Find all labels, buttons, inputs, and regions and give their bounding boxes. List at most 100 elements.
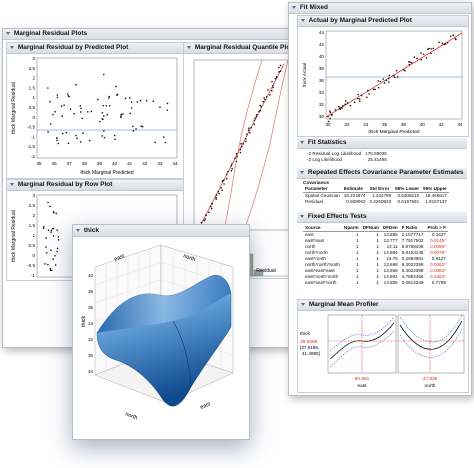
- fit-stat-label: -2 Log Likelihood: [307, 157, 342, 162]
- pred-plot-xtick: 41: [127, 161, 133, 166]
- pred-plot-ylabel: thick Marginal Residual: [11, 82, 17, 134]
- data-point: [79, 111, 82, 113]
- disclosure-icon[interactable]: [300, 140, 304, 144]
- data-point: [264, 98, 266, 101]
- row-plot-ytick: 2: [32, 213, 35, 218]
- column-header[interactable]: Std Error: [367, 186, 394, 193]
- disclosure-icon[interactable]: [301, 302, 305, 306]
- data-point: [42, 227, 45, 230]
- data-point: [80, 107, 82, 110]
- actual-plot-xtick: 36: [382, 122, 388, 127]
- data-point: [63, 104, 65, 106]
- data-point: [166, 102, 169, 105]
- table-cell: north: [305, 244, 316, 249]
- column-header[interactable]: Source: [303, 225, 342, 232]
- column-header[interactable]: Estimate: [341, 186, 368, 193]
- disclosure-icon[interactable]: [292, 5, 296, 9]
- data-point: [410, 61, 413, 64]
- actual-plot-xtick: 32: [344, 122, 350, 127]
- row-plot-points: [42, 201, 60, 272]
- column-header[interactable]: DFNum: [360, 225, 381, 232]
- data-point: [86, 111, 89, 113]
- column-header[interactable]: Nparm: [342, 225, 361, 232]
- pred-plot-xtick: 36: [52, 161, 58, 166]
- column-header[interactable]: 95% Upper: [421, 186, 449, 193]
- data-point: [103, 130, 105, 132]
- disclosure-icon[interactable]: [10, 45, 14, 49]
- data-point: [452, 34, 455, 37]
- covariance-subheader: Covariance: [303, 181, 329, 186]
- row-plot-header[interactable]: Marginal Residual by Row Plot: [7, 180, 183, 191]
- data-point: [387, 81, 390, 83]
- surface-tick-label: 38: [88, 289, 93, 294]
- column-header[interactable]: DFDen: [380, 225, 400, 232]
- disclosure-icon[interactable]: [300, 170, 304, 174]
- data-point: [230, 169, 233, 172]
- data-point: [263, 97, 265, 99]
- fixed-effects-header[interactable]: Fixed Effects Tests: [297, 212, 467, 223]
- disclosure-icon[interactable]: [10, 182, 14, 186]
- pred-plot-header[interactable]: Marginal Residual by Predicted Plot: [7, 43, 183, 54]
- profiler-ylabel: thick: [300, 331, 310, 337]
- actual-plot-xtick: 34: [363, 122, 369, 127]
- pred-plot-panel: Marginal Residual by Predicted Plot 3 2.5…: [6, 42, 184, 179]
- table-cell: 1: [356, 262, 359, 267]
- quantile-plot-header[interactable]: Marginal Residual Quantile Plot: [184, 43, 301, 54]
- disclosure-icon[interactable]: [187, 45, 191, 49]
- data-point: [82, 132, 84, 134]
- residual-window-header[interactable]: Marginal Residual Plots: [3, 29, 303, 40]
- table-row: -2 Log Likelihood 25.41495: [305, 157, 389, 163]
- table-cell: 0.7799: [431, 280, 446, 285]
- profiler-header[interactable]: Marginal Mean Profiler: [298, 300, 468, 311]
- actual-plot-title: Actual by Marginal Predicted Plot: [308, 17, 412, 24]
- data-point: [366, 96, 368, 99]
- table-cell: 7.7917502: [401, 238, 424, 243]
- data-point: [454, 38, 457, 41]
- profiler-band-east-bottom: [329, 330, 395, 368]
- disclosure-icon[interactable]: [76, 228, 80, 232]
- profiler-panel: Marginal Mean Profiler thick 39.5589 [37…: [297, 299, 469, 393]
- column-header[interactable]: 95% Lower: [393, 186, 422, 193]
- column-header[interactable]: Prob > F: [425, 225, 448, 232]
- data-point: [240, 142, 242, 145]
- table-cell: 13.865: [383, 232, 398, 237]
- data-point: [420, 58, 422, 61]
- surface-plot-svg[interactable]: north east thick north east 40 38 36 34 32 30…: [73, 237, 249, 439]
- data-point: [247, 129, 250, 131]
- surface-axis-east-top: east: [114, 253, 126, 263]
- residual-window-title: Marginal Residual Plots: [13, 30, 88, 37]
- table-cell: 1: [356, 280, 359, 285]
- data-point: [203, 219, 206, 222]
- data-point: [221, 180, 224, 182]
- pred-plot-xtick: 39: [97, 161, 103, 166]
- disclosure-icon[interactable]: [6, 31, 10, 35]
- column-header[interactable]: Parameter: [303, 186, 342, 193]
- disclosure-icon[interactable]: [301, 18, 305, 22]
- profiler-svg[interactable]: thick 39.5589 [37.6198, 41.4980] 50.581 …: [298, 311, 468, 392]
- disclosure-icon[interactable]: [300, 214, 304, 218]
- actual-plot-header[interactable]: Actual by Marginal Predicted Plot: [298, 16, 468, 27]
- fit-statistics-header[interactable]: Fit Statistics: [297, 138, 467, 149]
- data-point: [130, 107, 133, 109]
- data-point: [122, 113, 124, 115]
- surface-ridge: [97, 275, 231, 333]
- data-point: [154, 141, 156, 144]
- column-header[interactable]: F Ratio: [399, 225, 426, 232]
- surface-window-header[interactable]: thick: [73, 225, 249, 237]
- pred-plot-title: Marginal Residual by Predicted Plot: [17, 44, 129, 51]
- table-row: east*north 1 1 13.75 0.2683981 0.6127: [303, 256, 448, 262]
- data-point: [250, 126, 253, 129]
- covariance-header[interactable]: Repeated Effects Covariance Parameter Es…: [297, 168, 467, 179]
- data-point: [245, 138, 247, 140]
- data-point: [388, 74, 391, 77]
- table-row: north 1 1 14.11 8.9788438 0.0096*: [303, 244, 448, 250]
- data-point: [47, 229, 50, 231]
- pred-plot-xtick: 37: [67, 161, 73, 166]
- data-point: [79, 141, 82, 143]
- pred-plot-xtick: 35: [36, 161, 42, 166]
- quantile-plot-xlabel: Residual: [256, 268, 275, 274]
- fit-mixed-header[interactable]: Fit Mixed: [289, 3, 471, 14]
- data-point: [57, 142, 60, 145]
- row-plot-yticks: 3 2.5 2 1.5 1 0.5 0 -0.5 -1: [27, 193, 35, 278]
- data-point: [52, 235, 55, 237]
